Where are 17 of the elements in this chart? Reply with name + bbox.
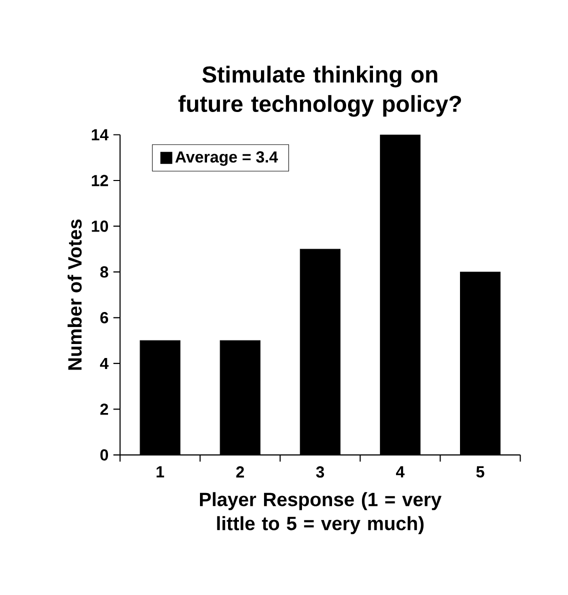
x-axis-title: Player Response (1 = very little to 5 = very much) bbox=[200, 492, 442, 534]
y-tick-label: 0 bbox=[100, 449, 108, 461]
y-tick-label: 4 bbox=[100, 358, 108, 369]
y-tick-label: 8 bbox=[100, 266, 108, 278]
x-tick-label: 2 bbox=[236, 466, 244, 478]
y-tick-label: 12 bbox=[92, 174, 108, 186]
y-tick-label: 2 bbox=[100, 404, 108, 415]
y-axis-title: Number of Votes bbox=[67, 219, 82, 370]
x-tick-label: 5 bbox=[476, 466, 484, 478]
y-tick-label: 6 bbox=[100, 312, 108, 324]
x-tick-label: 4 bbox=[396, 466, 404, 478]
y-tick-label: 14 bbox=[92, 129, 108, 140]
y-tick-label: 10 bbox=[92, 220, 108, 232]
x-tick-label: 3 bbox=[316, 466, 324, 478]
legend-label: Average = 3.4 bbox=[175, 151, 278, 166]
x-tick-label: 1 bbox=[156, 466, 164, 478]
chart-title: Stimulate thinking on future technology policy? bbox=[178, 66, 461, 117]
